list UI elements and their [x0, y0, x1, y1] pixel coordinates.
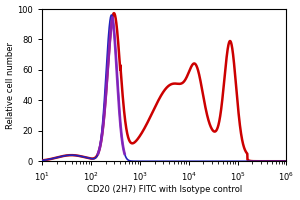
- Y-axis label: Relative cell number: Relative cell number: [6, 42, 15, 129]
- X-axis label: CD20 (2H7) FITC with Isotype control: CD20 (2H7) FITC with Isotype control: [87, 185, 242, 194]
